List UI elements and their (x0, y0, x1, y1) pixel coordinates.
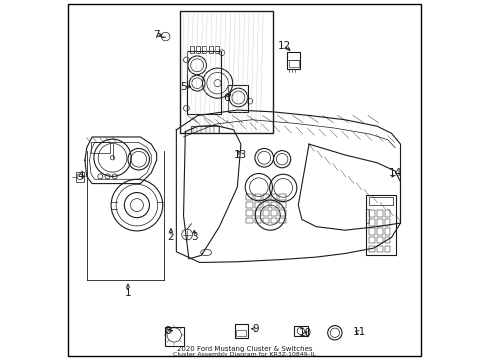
Bar (384, 228, 389, 234)
Bar (262, 194, 269, 200)
Bar (270, 202, 277, 208)
Text: Cluster Assembly Diagram for KR3Z-10849-JL: Cluster Assembly Diagram for KR3Z-10849-… (173, 352, 315, 357)
Bar (376, 228, 382, 234)
Text: 2020 Ford Mustang Cluster & Switches: 2020 Ford Mustang Cluster & Switches (176, 346, 312, 352)
Bar (384, 246, 389, 252)
Bar (254, 210, 261, 216)
Bar (376, 219, 382, 226)
Bar (180, 12, 273, 134)
Text: 1: 1 (124, 288, 131, 298)
Text: 3: 3 (191, 232, 197, 242)
Text: 5: 5 (180, 82, 186, 92)
Bar (384, 210, 389, 217)
Bar (368, 197, 392, 205)
Bar (368, 246, 374, 252)
Bar (279, 218, 285, 224)
Bar (76, 172, 83, 182)
Bar (190, 46, 194, 53)
Bar (246, 202, 252, 208)
Bar (376, 210, 382, 217)
Text: 10: 10 (298, 328, 311, 338)
Bar (366, 195, 395, 255)
Bar (254, 194, 261, 200)
Text: 14: 14 (387, 168, 401, 178)
Bar (293, 326, 307, 336)
Text: 12: 12 (277, 41, 290, 50)
Bar (368, 219, 374, 226)
Bar (376, 246, 382, 252)
Bar (384, 237, 389, 243)
Bar (368, 237, 374, 243)
Bar (262, 202, 269, 208)
Bar (215, 46, 219, 53)
Bar (254, 202, 261, 208)
Text: 4: 4 (77, 171, 83, 181)
Bar (228, 85, 247, 112)
Bar (187, 51, 221, 114)
Text: 8: 8 (164, 325, 170, 336)
Bar (288, 60, 298, 67)
Bar (196, 46, 200, 53)
Text: 11: 11 (352, 327, 365, 337)
Bar (234, 324, 247, 338)
Bar (279, 202, 285, 208)
Bar (270, 194, 277, 200)
Bar (368, 210, 374, 217)
Bar (246, 210, 252, 216)
Text: 7: 7 (153, 30, 160, 40)
Bar (254, 218, 261, 224)
Bar (366, 209, 368, 223)
Bar (202, 46, 206, 53)
Text: 6: 6 (223, 93, 229, 103)
Bar (384, 219, 389, 226)
Text: 2: 2 (167, 232, 174, 242)
Bar (368, 228, 374, 234)
Bar (91, 142, 109, 153)
Bar (190, 126, 219, 133)
Text: 9: 9 (251, 324, 258, 334)
Bar (246, 194, 252, 200)
Bar (279, 210, 285, 216)
Bar (262, 210, 269, 216)
Bar (270, 218, 277, 224)
Bar (262, 218, 269, 224)
Bar (270, 210, 277, 216)
Bar (164, 327, 183, 346)
Bar (286, 51, 300, 69)
Text: 13: 13 (234, 150, 247, 160)
Bar (376, 237, 382, 243)
Bar (236, 330, 246, 336)
Bar (279, 194, 285, 200)
Bar (208, 46, 212, 53)
Bar (246, 218, 252, 224)
